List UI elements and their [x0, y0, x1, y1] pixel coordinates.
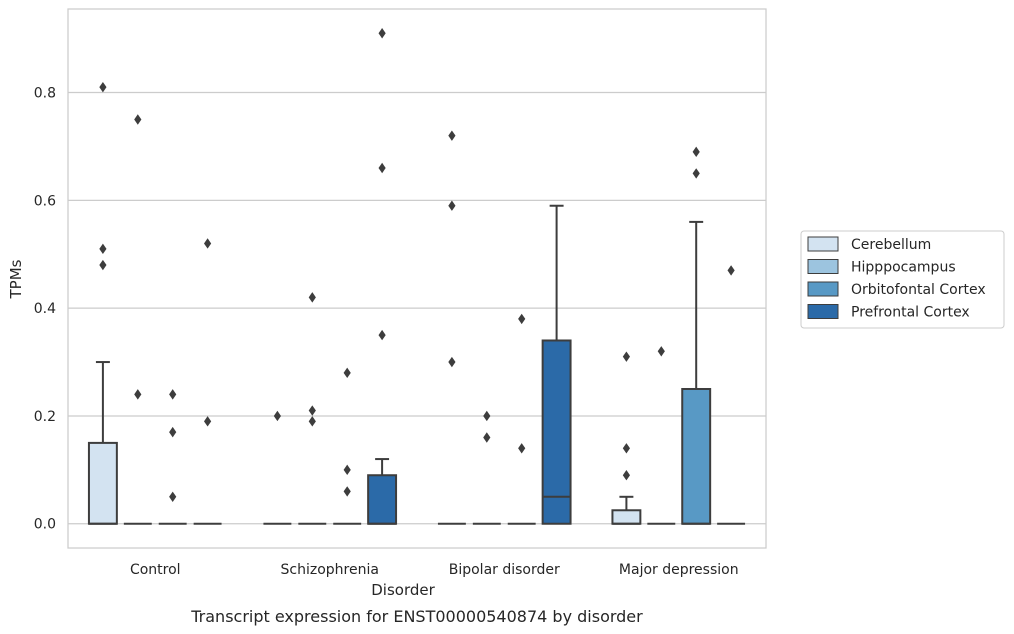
legend-swatch: [807, 304, 839, 319]
outlier-point: [378, 162, 386, 174]
box-group: [507, 313, 536, 525]
box-group: [87, 81, 118, 525]
plot-frame: [67, 8, 767, 549]
legend-label: Orbitofontal Cortex: [851, 282, 986, 298]
x-tick-label: Major depression: [619, 562, 739, 578]
box-group: [158, 389, 187, 525]
outlier-point: [727, 265, 735, 276]
box: [541, 339, 572, 525]
outlier-point: [99, 243, 107, 255]
legend-swatch: [807, 281, 839, 297]
box-group: [123, 114, 152, 525]
y-axis-title: TPMs: [7, 259, 25, 299]
outlier-point: [448, 356, 456, 368]
outlier-point: [622, 351, 630, 362]
x-axis-title: Disorder: [371, 581, 435, 599]
y-tick-labels: 0.0 0.2 0.4 0.6 0.8: [34, 86, 56, 533]
outlier-point: [378, 28, 386, 39]
outlier-point: [343, 464, 351, 476]
outlier-point: [622, 443, 630, 454]
box-group: [611, 351, 642, 525]
outlier-point: [483, 432, 491, 443]
outlier-point: [657, 346, 665, 357]
legend-label: Cerebellum: [851, 237, 931, 253]
outlier-point: [308, 292, 316, 303]
plot-area: [68, 9, 766, 548]
outlier-point: [99, 81, 107, 93]
legend: Cerebellum Hipppocampus Orbitofontal Corte…: [800, 230, 1005, 329]
outlier-point: [169, 491, 177, 502]
outlier-point: [134, 389, 142, 400]
x-tick-label: Bipolar disorder: [449, 562, 560, 578]
x-tick-label: Control: [130, 562, 181, 578]
box-group: [367, 28, 398, 525]
box: [367, 474, 398, 525]
x-tick-labels: Control Schizophrenia Bipolar disorder Majo…: [130, 562, 739, 578]
outlier-point: [378, 329, 386, 341]
outlier-point: [169, 389, 177, 400]
legend-swatch: [807, 259, 839, 274]
outlier-point: [273, 410, 281, 422]
box-group: [333, 367, 362, 525]
outlier-point: [169, 426, 177, 438]
outlier-point: [99, 259, 107, 271]
box-group: [647, 346, 676, 525]
outlier-point: [692, 168, 700, 179]
legend-swatch: [807, 236, 839, 252]
outlier-point: [518, 313, 526, 325]
outlier-point: [622, 470, 630, 481]
outlier-point: [448, 130, 456, 141]
outlier-point: [308, 405, 316, 416]
legend-frame: [800, 230, 1005, 329]
box-group: [263, 410, 292, 525]
outlier-point: [134, 114, 142, 125]
y-tick-label: 0.0: [34, 517, 56, 533]
box-group: [472, 410, 501, 525]
box-group: [541, 204, 572, 525]
box: [87, 441, 118, 525]
box-group: [437, 130, 466, 525]
x-tick-label: Schizophrenia: [281, 562, 379, 578]
outlier-point: [448, 200, 456, 211]
legend-label: Prefrontal Cortex: [851, 305, 970, 321]
box: [681, 387, 712, 525]
box-group: [717, 265, 746, 525]
y-tick-label: 0.8: [34, 86, 56, 102]
box-group: [193, 238, 222, 525]
y-tick-label: 0.2: [34, 409, 56, 425]
box-group: [298, 292, 327, 525]
y-tick-label: 0.6: [34, 193, 56, 209]
outlier-point: [518, 443, 526, 454]
box: [611, 509, 642, 525]
box-series: [87, 28, 746, 525]
outlier-point: [204, 416, 212, 427]
y-tick-label: 0.4: [34, 301, 56, 317]
outlier-point: [343, 367, 351, 379]
chart-caption: Transcript expression for ENST0000054087…: [190, 607, 643, 626]
outlier-point: [343, 486, 351, 497]
outlier-point: [483, 410, 491, 422]
legend-label: Hipppocampus: [851, 260, 956, 276]
outlier-point: [308, 416, 316, 427]
box-group: [681, 146, 712, 525]
outlier-point: [692, 146, 700, 158]
outlier-point: [204, 238, 212, 249]
